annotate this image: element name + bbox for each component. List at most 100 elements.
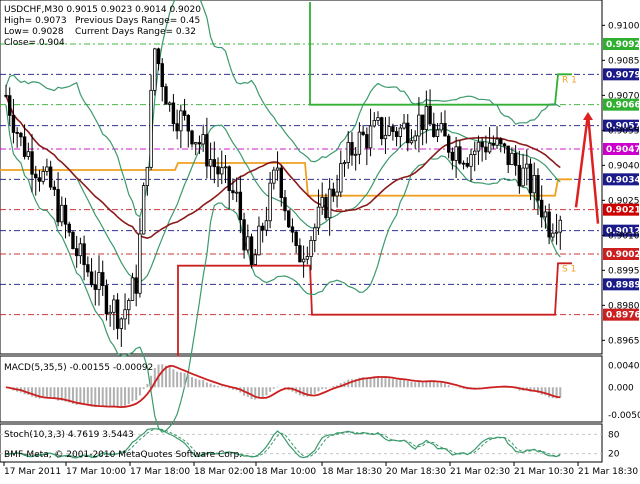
candle-body [446, 135, 451, 153]
level-lines: 0.9092 0.9079 0.9066 0.9057 0.9047 0.9034 0.90… [0, 38, 640, 321]
level-label-box [603, 203, 639, 216]
support-line [177, 262, 572, 357]
bollinger-lower [5, 104, 561, 433]
candle-body [56, 189, 60, 223]
candle-body [134, 277, 138, 294]
candle-body [208, 159, 213, 167]
candle-body [432, 123, 436, 137]
candle-body [331, 188, 336, 197]
bollinger-upper [5, 0, 561, 218]
candle-body [108, 311, 112, 315]
candle-body [164, 86, 168, 105]
level-label: 0.9079 [606, 70, 640, 80]
candle-body [458, 146, 462, 164]
candle-body [82, 243, 86, 266]
y-tick-label: 0.8995 [608, 266, 640, 276]
candle-body [223, 166, 228, 169]
candle-body [420, 114, 425, 130]
candle-body [130, 277, 135, 301]
level-label: 0.8976 [606, 311, 640, 321]
candle-body [424, 105, 429, 130]
candle-body [153, 48, 157, 91]
stoch-series: 80 20 [0, 428, 620, 460]
candle-body [182, 110, 187, 116]
candle-body [89, 271, 94, 286]
y-tick-label: 0.9085 [608, 56, 640, 66]
candle-body [551, 232, 555, 238]
candle-body [119, 318, 124, 329]
level-label-box [603, 224, 639, 237]
level-label: 0.9066 [606, 101, 640, 111]
x-tick-label: 17 Mar 2011 [4, 467, 61, 477]
candle-body [320, 197, 324, 208]
candle-body [104, 285, 109, 315]
close-label: Close= 0.904 [4, 38, 65, 48]
level-label-box [603, 248, 639, 260]
candle-body [190, 130, 194, 145]
x-tick-label: 18 Mar 18:30 [322, 467, 382, 477]
candle-body [376, 117, 380, 121]
stoch-main-line [5, 428, 561, 459]
candle-body [532, 175, 536, 194]
candle-body [8, 95, 12, 116]
x-tick-label: 21 Mar 02:30 [450, 467, 510, 477]
level-label: 0.9002 [606, 250, 640, 260]
candle-body [495, 138, 499, 146]
macd-tick-label: -0.00509 [608, 411, 640, 421]
candle-body [45, 166, 49, 172]
candle-body [34, 173, 38, 179]
macd-panel[interactable] [0, 355, 603, 423]
macd-tick-label: 0.00403 [608, 361, 640, 371]
candle-body [179, 110, 183, 132]
copyright-text: BMF-Meta, © 2001-2010 MetaQuotes Softwar… [4, 450, 242, 460]
stoch-tick-label: 80 [608, 430, 620, 440]
level-label: 0.9092 [606, 40, 640, 50]
candle-body [249, 236, 254, 265]
price-axis: 0.91000.90850.90700.90550.90400.90250.90… [602, 21, 640, 346]
y-tick-label: 0.9040 [608, 161, 640, 171]
main-panel[interactable] [0, 0, 603, 355]
candle-body [253, 254, 257, 265]
candle-body [484, 146, 488, 153]
stoch-title: Stoch(10,3,3) 4.7619 3.5443 [4, 430, 134, 440]
candle-body [335, 191, 339, 197]
candle-body [491, 142, 496, 146]
candle-body [41, 170, 45, 182]
candle-body [260, 225, 265, 231]
x-tick-label: 20 Mar 18:30 [386, 467, 446, 477]
symbol-line: USDCHF,M30 0.9015 0.9023 0.9014 0.9020 [4, 5, 201, 15]
candle-body [339, 163, 343, 193]
candle-body [528, 163, 533, 194]
candle-body [123, 309, 127, 320]
candle-body [558, 219, 562, 233]
candle-body [435, 129, 440, 137]
candle-body [465, 162, 469, 167]
candle-body [156, 48, 161, 65]
y-tick-label: 0.8965 [608, 336, 640, 346]
y-tick-label: 0.9100 [608, 21, 640, 31]
stoch-tick-label: 20 [608, 450, 620, 460]
candle-body [476, 141, 481, 152]
candle-body [197, 142, 202, 145]
candle-body [257, 225, 261, 256]
candle-body [342, 162, 347, 165]
candle-body [93, 284, 97, 290]
candle-body [145, 166, 150, 187]
candle-body [350, 142, 354, 156]
candle-body [37, 177, 42, 182]
candle-body [86, 264, 90, 273]
level-label-box [603, 308, 639, 321]
candle-body [361, 131, 365, 135]
prev-range-label: Previous Days Range= 0.45 [75, 16, 200, 26]
candle-body [15, 132, 19, 134]
x-tick-label: 21 Mar 10:30 [514, 467, 574, 477]
candle-body [305, 256, 310, 260]
low-label: Low= 0.9028 [4, 27, 64, 37]
candle-body [220, 167, 224, 175]
candle-body [234, 191, 239, 194]
slow-moving-average [5, 95, 561, 239]
candle-body [513, 152, 518, 166]
candle-body [26, 151, 31, 157]
candle-body [201, 134, 205, 145]
